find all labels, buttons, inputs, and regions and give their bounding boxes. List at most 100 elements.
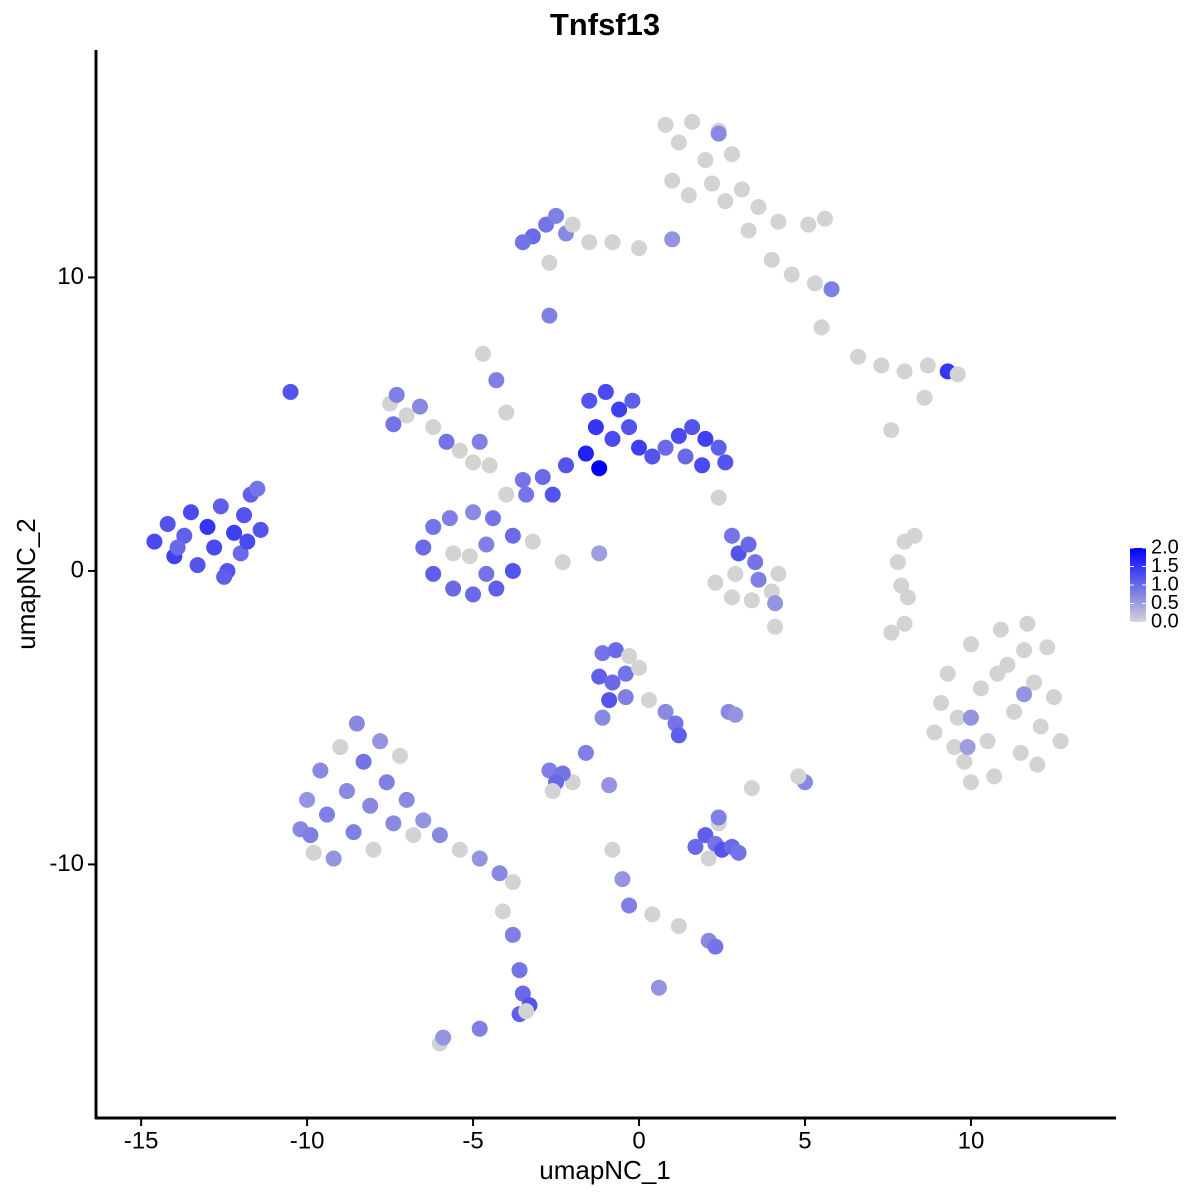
- cell-point: [388, 386, 405, 403]
- cell-point: [707, 938, 724, 955]
- cell-point: [319, 806, 336, 823]
- cell-point: [445, 580, 462, 597]
- cell-point: [504, 562, 521, 579]
- cell-point: [411, 398, 428, 415]
- cell-point: [362, 797, 379, 814]
- cell-point: [544, 783, 561, 800]
- cell-point: [488, 372, 505, 389]
- cell-point: [481, 457, 498, 474]
- cell-point: [664, 231, 681, 248]
- cell-point: [989, 665, 1006, 682]
- cell-point: [226, 524, 243, 541]
- x-tick-label: -15: [124, 1127, 159, 1154]
- cell-point: [594, 709, 611, 726]
- cell-point: [979, 733, 996, 750]
- cell-point: [717, 193, 734, 210]
- cell-point: [365, 841, 382, 858]
- cell-point: [1016, 686, 1033, 703]
- cell-point: [504, 926, 521, 943]
- cell-point: [392, 747, 409, 764]
- cell-point: [182, 504, 199, 521]
- cell-point: [1006, 703, 1023, 720]
- cell-point: [206, 539, 223, 556]
- cell-point: [873, 357, 890, 374]
- cell-point: [159, 515, 176, 532]
- cell-point: [385, 815, 402, 832]
- cell-point: [697, 152, 714, 169]
- cell-point: [345, 824, 362, 841]
- cell-point: [740, 222, 757, 239]
- cell-point: [670, 918, 687, 935]
- cell-point: [962, 774, 979, 791]
- cell-point: [727, 565, 744, 582]
- cell-point: [564, 216, 581, 233]
- cell-point: [740, 536, 757, 553]
- cell-point: [972, 680, 989, 697]
- cell-point: [1039, 639, 1056, 656]
- cell-point: [730, 844, 747, 861]
- cell-point: [445, 545, 462, 562]
- cell-point: [883, 624, 900, 641]
- cell-point: [581, 392, 598, 409]
- cell-point: [710, 809, 727, 826]
- cell-point: [425, 419, 442, 436]
- cell-point: [146, 533, 163, 550]
- cell-point: [631, 439, 648, 456]
- cell-point: [723, 527, 740, 544]
- cell-point: [700, 850, 717, 867]
- cell-point: [770, 565, 787, 582]
- cell-point: [541, 254, 558, 271]
- cell-point: [926, 724, 943, 741]
- cell-point: [800, 216, 817, 233]
- colorbar-tick-label: 0.0: [1151, 610, 1179, 632]
- cell-point: [372, 733, 389, 750]
- cell-point: [604, 234, 621, 251]
- cell-point: [591, 460, 608, 477]
- cell-point: [465, 454, 482, 471]
- cell-point: [710, 125, 727, 142]
- cell-point: [946, 739, 963, 756]
- x-tick-label: 5: [798, 1127, 811, 1154]
- cell-point: [750, 571, 767, 588]
- cell-point: [415, 812, 432, 829]
- x-tick-label: 0: [632, 1127, 645, 1154]
- cell-point: [348, 715, 365, 732]
- cell-point: [398, 407, 415, 424]
- cell-point: [906, 527, 923, 544]
- cell-point: [743, 780, 760, 797]
- cell-point: [587, 419, 604, 436]
- cell-point: [465, 504, 482, 521]
- cell-point: [896, 615, 913, 632]
- cell-point: [823, 281, 840, 298]
- cell-point: [806, 275, 823, 292]
- colorbar-tick-label: 2.0: [1151, 536, 1179, 558]
- cell-point: [581, 234, 598, 251]
- cell-point: [494, 903, 511, 920]
- cell-point: [607, 642, 624, 659]
- cell-point: [1032, 718, 1049, 735]
- cell-point: [514, 234, 531, 251]
- cell-point: [697, 430, 714, 447]
- x-tick-label: 10: [958, 1127, 985, 1154]
- cell-point: [896, 363, 913, 380]
- cell-point: [783, 266, 800, 283]
- cell-point: [338, 783, 355, 800]
- cell-point: [850, 348, 867, 365]
- cell-point: [631, 659, 648, 676]
- cell-point: [518, 1003, 535, 1020]
- cell-point: [939, 665, 956, 682]
- cell-point: [169, 539, 186, 556]
- cell-point: [670, 427, 687, 444]
- cell-point: [883, 422, 900, 439]
- cell-point: [511, 962, 528, 979]
- cell-point: [541, 762, 558, 779]
- cell-point: [471, 1020, 488, 1037]
- cell-point: [475, 345, 492, 362]
- cell-point: [302, 827, 319, 844]
- cell-point: [704, 175, 721, 192]
- cell-point: [657, 439, 674, 456]
- chart-title: Tnfsf13: [550, 7, 660, 42]
- cell-point: [478, 565, 495, 582]
